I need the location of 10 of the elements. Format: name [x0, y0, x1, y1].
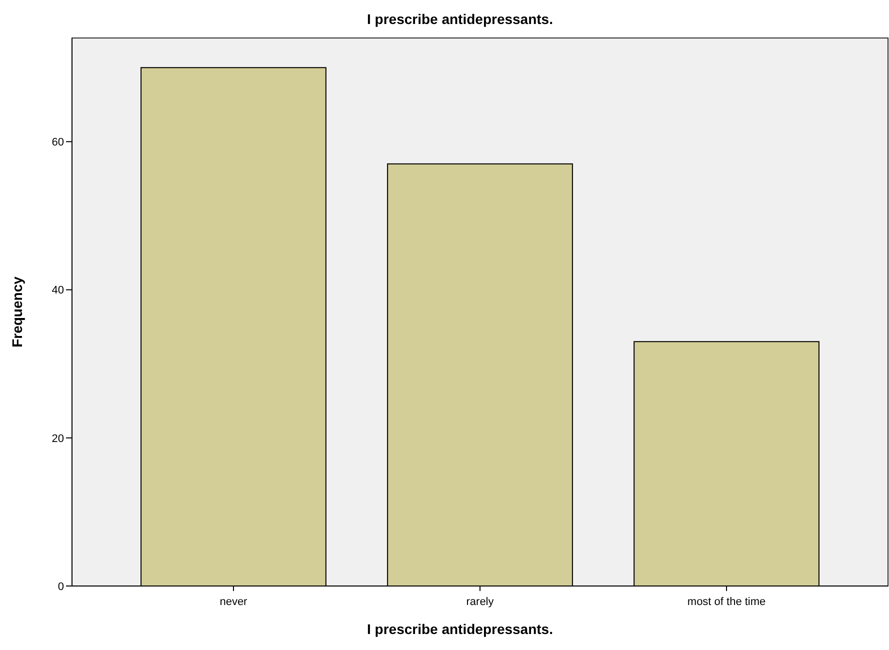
chart-title: I prescribe antidepressants.: [367, 11, 553, 27]
x-tick-label: never: [220, 596, 248, 608]
x-tick-label: most of the time: [687, 596, 766, 608]
y-axis-title: Frequency: [9, 276, 25, 348]
x-axis-title: I prescribe antidepressants.: [367, 621, 553, 637]
y-tick-label: 0: [58, 580, 64, 593]
y-tick-label: 20: [52, 432, 64, 445]
x-tick-label: rarely: [466, 596, 494, 608]
y-tick-label: 40: [52, 284, 64, 297]
y-tick-label: 60: [52, 136, 64, 149]
